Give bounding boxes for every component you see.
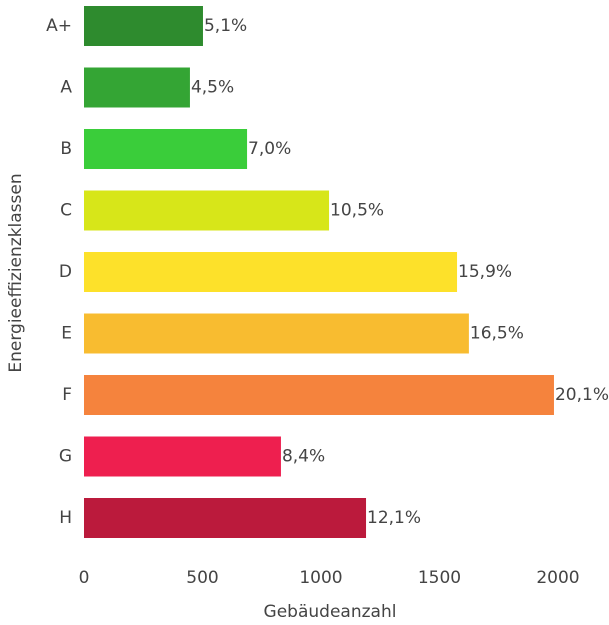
data-label: 20,1% — [555, 385, 609, 405]
data-label: 15,9% — [458, 262, 512, 282]
y-tick-label: D — [59, 262, 72, 282]
data-label: 5,1% — [204, 16, 247, 36]
bar — [84, 252, 458, 292]
data-label: 16,5% — [470, 324, 524, 344]
x-tick-label: 500 — [186, 568, 218, 588]
bar — [84, 6, 203, 46]
x-tick-label: 1500 — [418, 568, 461, 588]
bar — [84, 129, 248, 169]
y-tick-label: E — [61, 324, 72, 344]
data-label: 12,1% — [367, 508, 421, 528]
bar — [84, 436, 281, 477]
y-tick-label: A+ — [46, 16, 72, 36]
y-tick-label: A — [60, 78, 72, 98]
data-label: 10,5% — [330, 201, 384, 221]
x-axis-title: Gebäudeanzahl — [264, 602, 397, 622]
x-tick-label: 0 — [79, 568, 90, 588]
data-label: 7,0% — [248, 139, 291, 159]
bar — [84, 313, 469, 354]
y-tick-label: G — [59, 447, 72, 467]
y-axis-title: Energieeffizienzklassen — [6, 173, 26, 372]
x-tick-label: 2000 — [536, 568, 579, 588]
bar — [84, 498, 367, 538]
data-label: 8,4% — [282, 447, 325, 467]
y-tick-label: H — [59, 508, 72, 528]
y-tick-label: F — [62, 385, 72, 405]
bar — [84, 67, 190, 108]
y-tick-label: C — [60, 201, 72, 221]
data-label: 4,5% — [191, 78, 234, 98]
x-tick-label: 1000 — [299, 568, 342, 588]
bar — [84, 190, 330, 231]
bar — [84, 375, 554, 415]
y-tick-label: B — [60, 139, 72, 159]
